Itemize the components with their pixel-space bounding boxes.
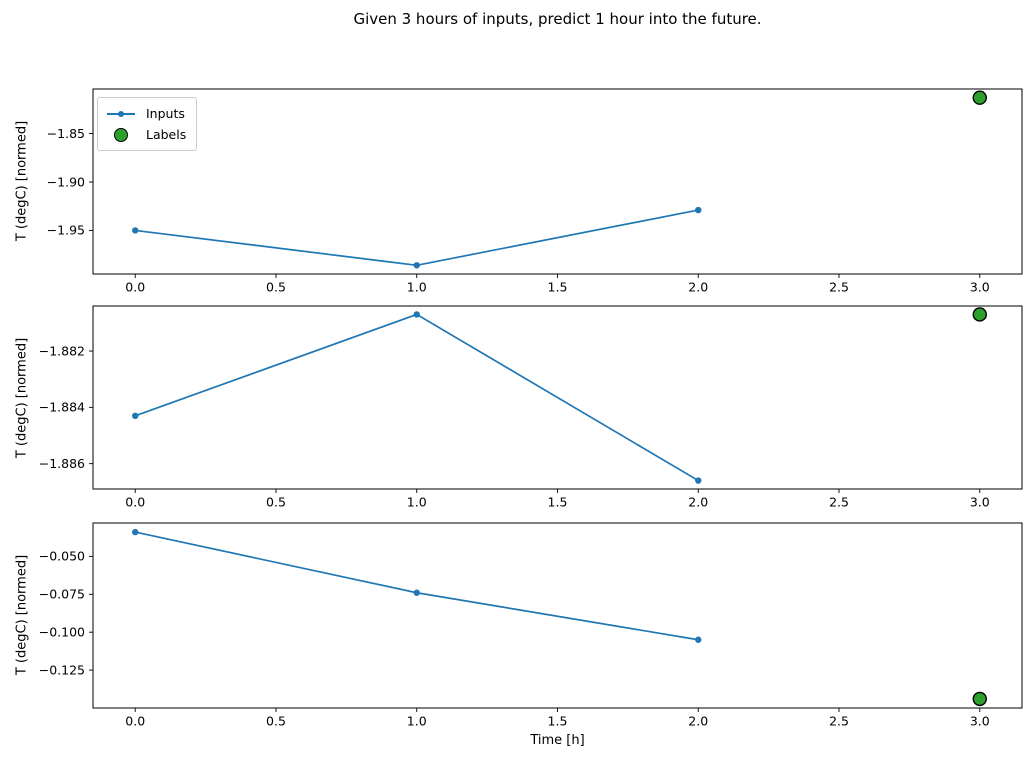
labels-circle-icon xyxy=(106,127,136,142)
x-tick-label: 1.0 xyxy=(407,495,427,510)
y-tick-label: −0.125 xyxy=(39,662,85,677)
inputs-marker xyxy=(695,206,702,214)
labels-marker xyxy=(972,307,987,322)
inputs-marker xyxy=(132,528,139,536)
inputs-marker xyxy=(413,311,420,318)
inputs-marker xyxy=(132,227,139,234)
inputs-line xyxy=(135,531,699,641)
legend-item-inputs: Inputs xyxy=(106,103,186,124)
axes-frame xyxy=(92,522,1023,709)
axes-frame xyxy=(92,88,1023,275)
x-tick-label: 2.5 xyxy=(829,280,849,295)
inputs-marker xyxy=(132,412,139,419)
inputs-line-icon xyxy=(106,110,136,117)
y-axis-label-subplot-1: T (degC) [normed] xyxy=(14,120,30,242)
y-tick-label: −1.886 xyxy=(39,456,85,471)
inputs-marker xyxy=(413,262,420,269)
y-axis-label-subplot-2: T (degC) [normed] xyxy=(14,337,30,459)
x-tick-label: 0.0 xyxy=(125,280,145,295)
inputs-marker xyxy=(695,636,702,643)
y-tick-label: −1.882 xyxy=(39,343,85,358)
x-tick-label: 1.5 xyxy=(548,714,568,729)
x-tick-label: 0.0 xyxy=(125,495,145,510)
x-axis-label: Time [h] xyxy=(530,733,585,748)
legend-label-inputs: Inputs xyxy=(146,106,185,121)
y-tick-label: −1.90 xyxy=(47,174,85,189)
x-tick-label: 3.0 xyxy=(970,495,990,510)
labels-marker xyxy=(972,691,987,707)
x-tick-label: 0.5 xyxy=(266,495,286,510)
inputs-line xyxy=(135,209,699,267)
x-tick-label: 2.0 xyxy=(688,495,708,510)
x-tick-label: 2.0 xyxy=(688,714,708,729)
x-tick-label: 1.0 xyxy=(407,280,427,295)
labels-marker xyxy=(972,90,987,105)
x-tick-label: 2.5 xyxy=(829,714,849,729)
inputs-marker xyxy=(695,477,702,484)
x-tick-label: 3.0 xyxy=(970,714,990,729)
y-tick-label: −0.050 xyxy=(39,549,85,564)
x-tick-label: 2.0 xyxy=(688,280,708,295)
subplot-1: −1.85 −1.90 −1.95 0.0 0.5 1.0 1.5 2.0 2.5 3.0 xyxy=(47,88,1023,295)
x-tick-label: 3.0 xyxy=(970,280,990,295)
legend-item-labels: Labels xyxy=(106,124,186,145)
y-axis-label-subplot-3: T (degC) [normed] xyxy=(14,554,30,676)
y-tick-label: −0.100 xyxy=(39,624,85,639)
x-tick-label: 1.5 xyxy=(548,280,568,295)
x-tick-label: 1.0 xyxy=(407,714,427,729)
x-tick-label: 1.5 xyxy=(548,495,568,510)
x-tick-label: 2.5 xyxy=(829,495,849,510)
x-tick-label: 0.5 xyxy=(266,714,286,729)
y-tick-label: −1.95 xyxy=(47,223,85,238)
y-tick-label: −1.884 xyxy=(39,400,85,415)
legend: Inputs Labels xyxy=(97,97,198,151)
y-tick-label: −1.85 xyxy=(47,126,85,141)
axes-frame xyxy=(92,305,1023,490)
figure-title: Given 3 hours of inputs, predict 1 hour … xyxy=(353,10,762,28)
inputs-line xyxy=(134,313,699,482)
y-tick-label: −0.075 xyxy=(39,587,85,602)
subplot-2: −1.882 −1.884 −1.886 0.0 0.5 1.0 1.5 2.0 2.5 3.0 xyxy=(39,305,1023,510)
inputs-marker xyxy=(413,589,420,596)
x-tick-label: 0.5 xyxy=(266,280,286,295)
x-tick-label: 0.0 xyxy=(125,714,145,729)
legend-label-labels: Labels xyxy=(146,127,187,142)
subplot-3: −0.050 −0.075 −0.100 −0.125 0.0 0.5 1.0 1.5 2.0 2… xyxy=(39,522,1023,729)
